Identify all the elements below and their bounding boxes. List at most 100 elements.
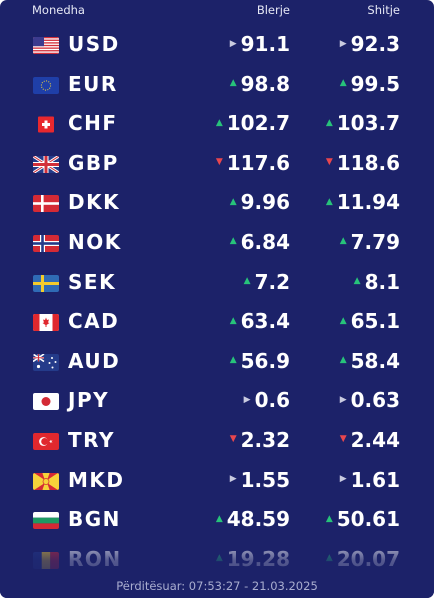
buy-rate-value: 102.7 bbox=[226, 111, 290, 136]
trend-flat-icon: ▶ bbox=[339, 394, 347, 405]
eur-flag-icon bbox=[33, 76, 59, 94]
sell-rate: ▲ 103.7 bbox=[326, 111, 400, 135]
sell-rate: ▲ 65.1 bbox=[340, 309, 400, 333]
sell-rate-value: 99.5 bbox=[350, 71, 400, 96]
rate-row-try: TRY ▼ 2.32 ▼ 2.44 bbox=[0, 422, 434, 462]
buy-rate: ▼ 2.32 bbox=[230, 428, 290, 452]
sek-flag-icon bbox=[33, 274, 59, 292]
buy-rate: ▲ 56.9 bbox=[230, 349, 290, 373]
rates-list: USD ▶ 91.1 ▶ 92.3 EUR ▲ 98.8 ▲ 99.5 CHF ▲ 102.7 ▲ 103.… bbox=[0, 26, 434, 580]
trend-up-icon: ▲ bbox=[229, 355, 237, 366]
sell-rate-value: 65.1 bbox=[350, 309, 400, 334]
mkd-flag-icon bbox=[33, 472, 59, 490]
bgn-flag-icon bbox=[33, 512, 59, 530]
buy-rate-value: 9.96 bbox=[240, 190, 290, 215]
sell-rate: ▲ 11.94 bbox=[326, 190, 400, 214]
nok-flag-icon bbox=[33, 234, 59, 252]
buy-rate: ▶ 1.55 bbox=[230, 468, 290, 492]
usd-flag-icon bbox=[33, 37, 59, 54]
sell-rate: ▶ 0.63 bbox=[340, 388, 400, 412]
bottom-fade-overlay bbox=[0, 530, 434, 598]
sell-rate: ▲ 8.1 bbox=[354, 270, 400, 294]
trend-down-icon: ▼ bbox=[325, 157, 333, 168]
buy-rate-value: 48.59 bbox=[226, 507, 290, 532]
trend-up-icon: ▲ bbox=[215, 513, 223, 524]
trend-up-icon: ▲ bbox=[325, 513, 333, 524]
rate-row-nok: NOK ▲ 6.84 ▲ 7.79 bbox=[0, 224, 434, 264]
buy-rate-value: 117.6 bbox=[226, 150, 290, 175]
trend-up-icon: ▲ bbox=[339, 78, 347, 89]
trend-down-icon: ▼ bbox=[215, 157, 223, 168]
currency-code: CHF bbox=[68, 111, 118, 136]
sell-rate-value: 7.79 bbox=[350, 229, 400, 254]
sell-rate-value: 1.61 bbox=[350, 467, 400, 492]
rate-row-bgn: BGN ▲ 48.59 ▲ 50.61 bbox=[0, 501, 434, 541]
currency-code: SEK bbox=[68, 269, 117, 294]
rate-row-dkk: DKK ▲ 9.96 ▲ 11.94 bbox=[0, 184, 434, 224]
buy-rate-value: 63.4 bbox=[240, 309, 290, 334]
trend-up-icon: ▲ bbox=[229, 78, 237, 89]
buy-rate: ▲ 102.7 bbox=[216, 111, 290, 135]
trend-flat-icon: ▶ bbox=[339, 474, 347, 485]
sell-rate-value: 103.7 bbox=[336, 111, 400, 136]
gbp-flag-icon bbox=[33, 155, 59, 173]
trend-flat-icon: ▶ bbox=[339, 38, 347, 49]
buy-rate: ▲ 6.84 bbox=[230, 230, 290, 254]
rate-row-eur: EUR ▲ 98.8 ▲ 99.5 bbox=[0, 66, 434, 106]
dkk-flag-icon bbox=[33, 195, 59, 213]
buy-rate: ▲ 63.4 bbox=[230, 309, 290, 333]
sell-rate: ▶ 92.3 bbox=[340, 32, 400, 56]
buy-rate: ▼ 117.6 bbox=[216, 151, 290, 175]
buy-rate-value: 6.84 bbox=[240, 229, 290, 254]
buy-rate-value: 1.55 bbox=[240, 467, 290, 492]
trend-up-icon: ▲ bbox=[215, 117, 223, 128]
currency-code: EUR bbox=[68, 71, 118, 96]
trend-up-icon: ▲ bbox=[325, 117, 333, 128]
buy-rate-value: 7.2 bbox=[254, 269, 290, 294]
buy-rate: ▶ 91.1 bbox=[230, 32, 290, 56]
trend-up-icon: ▲ bbox=[229, 315, 237, 326]
sell-rate-value: 0.63 bbox=[350, 388, 400, 413]
last-updated-text: Përditësuar: 07:53:27 - 21.03.2025 bbox=[116, 579, 318, 593]
currency-code: DKK bbox=[68, 190, 121, 215]
currency-code: NOK bbox=[68, 229, 122, 254]
trend-down-icon: ▼ bbox=[339, 434, 347, 445]
currency-column-header: Monedha bbox=[32, 3, 85, 17]
sell-rate-value: 92.3 bbox=[350, 32, 400, 56]
try-flag-icon bbox=[33, 432, 59, 450]
chf-flag-icon bbox=[33, 116, 59, 134]
rate-row-usd: USD ▶ 91.1 ▶ 92.3 bbox=[0, 26, 434, 66]
buy-rate: ▲ 48.59 bbox=[216, 507, 290, 531]
buy-rate-value: 0.6 bbox=[254, 388, 290, 413]
buy-rate: ▲ 98.8 bbox=[230, 72, 290, 96]
buy-rate-value: 98.8 bbox=[240, 71, 290, 96]
rate-row-sek: SEK ▲ 7.2 ▲ 8.1 bbox=[0, 264, 434, 304]
trend-flat-icon: ▶ bbox=[229, 474, 237, 485]
sell-column-header: Shitje bbox=[367, 3, 400, 17]
sell-rate: ▲ 99.5 bbox=[340, 72, 400, 96]
aud-flag-icon bbox=[33, 353, 59, 371]
rate-row-mkd: MKD ▶ 1.55 ▶ 1.61 bbox=[0, 462, 434, 502]
currency-code: CAD bbox=[68, 309, 120, 334]
table-header: Monedha Blerje Shitje bbox=[0, 0, 434, 22]
rate-row-aud: AUD ▲ 56.9 ▲ 58.4 bbox=[0, 343, 434, 383]
buy-rate-value: 56.9 bbox=[240, 348, 290, 373]
sell-rate: ▲ 58.4 bbox=[340, 349, 400, 373]
rate-row-jpy: JPY ▶ 0.6 ▶ 0.63 bbox=[0, 382, 434, 422]
currency-code: GBP bbox=[68, 150, 119, 175]
cad-flag-icon bbox=[33, 314, 59, 332]
currency-code: JPY bbox=[68, 388, 110, 413]
currency-code: BGN bbox=[68, 507, 121, 532]
sell-rate-value: 2.44 bbox=[350, 427, 400, 452]
currency-code: MKD bbox=[68, 467, 125, 492]
sell-rate-value: 118.6 bbox=[336, 150, 400, 175]
sell-rate-value: 8.1 bbox=[364, 269, 400, 294]
sell-rate: ▲ 50.61 bbox=[326, 507, 400, 531]
sell-rate: ▲ 7.79 bbox=[340, 230, 400, 254]
buy-rate: ▲ 7.2 bbox=[244, 270, 290, 294]
currency-code: AUD bbox=[68, 348, 121, 373]
buy-rate-value: 91.1 bbox=[240, 32, 290, 56]
rate-row-chf: CHF ▲ 102.7 ▲ 103.7 bbox=[0, 105, 434, 145]
sell-rate-value: 50.61 bbox=[336, 507, 400, 532]
buy-column-header: Blerje bbox=[256, 3, 290, 17]
